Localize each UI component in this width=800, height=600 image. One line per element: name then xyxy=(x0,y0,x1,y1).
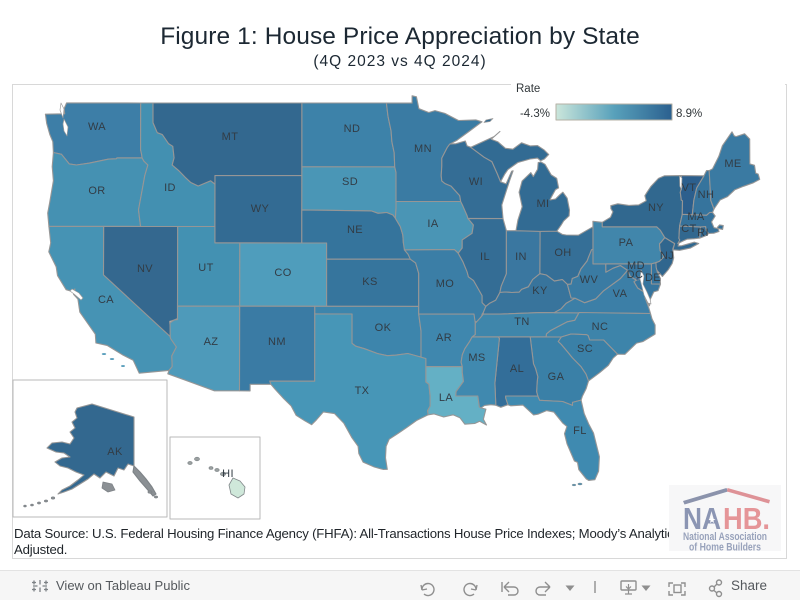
svg-text:TX: TX xyxy=(355,385,370,397)
svg-text:VA: VA xyxy=(613,288,628,300)
svg-text:WV: WV xyxy=(580,274,599,286)
svg-text:ME: ME xyxy=(724,158,741,170)
svg-text:KS: KS xyxy=(362,276,377,288)
svg-text:AR: AR xyxy=(436,332,452,344)
svg-text:NM: NM xyxy=(268,336,286,348)
svg-text:MO: MO xyxy=(436,278,455,290)
svg-text:NC: NC xyxy=(592,321,609,333)
svg-text:MS: MS xyxy=(468,352,485,364)
svg-text:NE: NE xyxy=(347,224,363,236)
svg-text:SC: SC xyxy=(577,343,593,355)
svg-text:GA: GA xyxy=(548,371,565,383)
svg-text:DC: DC xyxy=(627,269,644,281)
svg-text:TN: TN xyxy=(514,316,529,328)
svg-text:WI: WI xyxy=(469,176,483,188)
svg-text:CT: CT xyxy=(681,223,696,235)
svg-text:HB.: HB. xyxy=(723,501,770,536)
svg-text:WA: WA xyxy=(88,121,106,133)
svg-text:HI: HI xyxy=(222,468,234,480)
svg-text:MD: MD xyxy=(627,260,645,272)
svg-text:AZ: AZ xyxy=(204,336,219,348)
svg-text:8.9%: 8.9% xyxy=(676,108,702,120)
svg-text:PA: PA xyxy=(619,237,634,249)
svg-text:OH: OH xyxy=(554,247,571,259)
svg-text:VT: VT xyxy=(682,182,697,194)
svg-text:RI: RI xyxy=(697,227,709,239)
svg-text:NY: NY xyxy=(648,202,664,214)
svg-text:NJ: NJ xyxy=(660,250,674,262)
svg-text:MT: MT xyxy=(222,131,239,143)
svg-text:KY: KY xyxy=(532,285,548,297)
svg-text:FL: FL xyxy=(573,425,587,437)
svg-text:MN: MN xyxy=(414,143,432,155)
svg-text:NH: NH xyxy=(698,189,715,201)
svg-text:National Association: National Association xyxy=(683,531,767,543)
svg-text:DE: DE xyxy=(645,272,661,284)
svg-text:NV: NV xyxy=(137,263,153,275)
svg-text:UT: UT xyxy=(198,262,213,274)
svg-text:-4.3%: -4.3% xyxy=(520,108,550,120)
svg-text:IA: IA xyxy=(427,218,438,230)
svg-text:IN: IN xyxy=(515,251,527,263)
svg-text:MI: MI xyxy=(536,198,549,210)
svg-text:AL: AL xyxy=(510,363,524,375)
svg-text:IL: IL xyxy=(480,251,490,263)
svg-text:LA: LA xyxy=(439,392,454,404)
svg-text:CA: CA xyxy=(98,294,114,306)
svg-text:Rate: Rate xyxy=(516,83,540,95)
svg-text:NA: NA xyxy=(683,501,721,536)
svg-text:WY: WY xyxy=(251,203,270,215)
svg-text:OR: OR xyxy=(88,185,105,197)
svg-text:★: ★ xyxy=(708,515,716,525)
svg-text:CO: CO xyxy=(274,267,291,279)
svg-text:SD: SD xyxy=(342,176,358,188)
svg-text:MA: MA xyxy=(687,211,705,223)
svg-text:AK: AK xyxy=(107,446,123,458)
svg-text:ID: ID xyxy=(164,182,176,194)
svg-text:of Home Builders: of Home Builders xyxy=(689,542,761,552)
svg-text:ND: ND xyxy=(344,123,361,135)
svg-text:OK: OK xyxy=(375,322,392,334)
